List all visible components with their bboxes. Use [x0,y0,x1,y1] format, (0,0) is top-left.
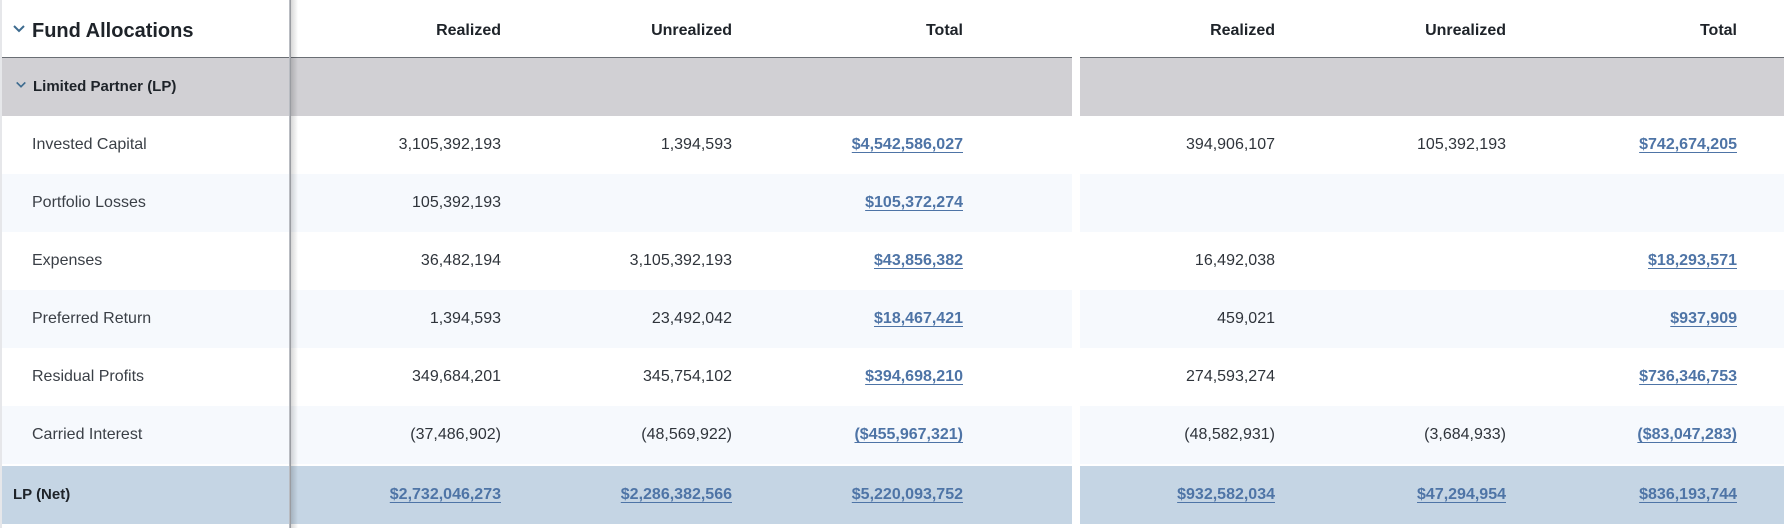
net-total-link[interactable]: $2,286,382,566 [620,486,732,503]
total-link[interactable]: ($455,967,321) [854,426,963,443]
cell-value [1295,174,1506,232]
chevron-down-icon [16,81,26,88]
table-header: Fund Allocations Realized Unrealized Tot… [0,0,1784,57]
table-row: Residual Profits 349,684,201 345,754,102… [0,348,1784,406]
cell-value: 345,754,102 [643,368,732,385]
net-total-link[interactable]: $47,294,954 [1417,486,1506,503]
col-header-total[interactable]: Total [1699,22,1737,39]
cell-value: 274,593,274 [1186,368,1275,385]
cell-value [1295,232,1506,290]
cell-value: 349,684,201 [412,368,501,385]
group-label: Limited Partner (LP) [33,78,177,95]
cell-value: 1,394,593 [429,310,501,327]
cell-value: 1,394,593 [660,136,732,153]
net-row-label: LP (Net) [13,486,71,503]
total-link[interactable]: $43,856,382 [874,252,963,269]
col-header-realized[interactable]: Realized [436,22,501,39]
table-row: Invested Capital 3,105,392,193 1,394,593… [0,116,1784,174]
table-row: Preferred Return 1,394,593 23,492,042 $1… [0,290,1784,348]
row-bg [1080,290,1784,348]
row-bg [0,290,1072,348]
net-total-row: LP (Net) $2,732,046,273 $2,286,382,566 $… [0,466,1784,524]
cell-value: 459,021 [1217,310,1275,327]
cell-value: 23,492,042 [651,310,732,327]
cell-value: 36,482,194 [420,252,501,269]
row-bg [1080,406,1784,464]
table-row: Carried Interest (37,486,902) (48,569,92… [0,406,1784,464]
cell-value: 105,392,193 [412,194,501,211]
col-header-unrealized[interactable]: Unrealized [651,22,732,39]
total-link[interactable]: ($83,047,283) [1637,426,1737,443]
col-header-total[interactable]: Total [925,22,963,39]
table-row: Portfolio Losses 105,392,193 $105,372,27… [0,174,1784,232]
net-total-link[interactable]: $836,193,744 [1639,486,1737,503]
table-title-toggle[interactable]: Fund Allocations [0,0,292,57]
cell-value: 394,906,107 [1186,136,1275,153]
total-link[interactable]: $394,698,210 [865,368,963,385]
cell-value: (3,684,933) [1424,426,1506,443]
cell-value [1295,290,1506,348]
cell-value [1064,174,1275,232]
row-label: Residual Profits [32,368,145,385]
total-link[interactable]: $18,467,421 [874,310,963,327]
row-label: Carried Interest [32,426,143,443]
cell-value: 16,492,038 [1194,252,1275,269]
cell-value: 105,392,193 [1417,136,1506,153]
row-bg [0,466,1072,524]
col-header-unrealized[interactable]: Unrealized [1425,22,1506,39]
total-link[interactable]: $4,542,586,027 [851,136,963,153]
cell-value: (48,569,922) [641,426,732,443]
frozen-column-divider[interactable] [289,0,291,528]
total-link[interactable]: $742,674,205 [1639,136,1737,153]
total-link[interactable]: $105,372,274 [865,194,963,211]
chevron-down-icon [13,25,25,33]
row-label: Preferred Return [32,310,152,327]
row-label: Portfolio Losses [32,194,146,211]
total-link[interactable]: $736,346,753 [1639,368,1737,385]
row-label: Expenses [32,252,103,269]
row-label: Invested Capital [32,136,147,153]
net-total-link[interactable]: $5,220,093,752 [851,486,963,503]
table-row: Expenses 36,482,194 3,105,392,193 $43,85… [0,232,1784,290]
group-row-bg [0,58,1072,116]
row-bg [1080,174,1784,232]
col-header-realized[interactable]: Realized [1210,22,1275,39]
cell-value: (37,486,902) [410,426,501,443]
row-bg [0,174,1072,232]
cell-value: (48,582,931) [1184,426,1275,443]
row-bg [1080,466,1784,524]
net-total-link[interactable]: $932,582,034 [1177,486,1275,503]
header-divider [1080,57,1784,58]
net-total-link[interactable]: $2,732,046,273 [389,486,501,503]
group-toggle[interactable]: Limited Partner (LP) [0,58,292,116]
cell-value: 3,105,392,193 [398,136,501,153]
group-row-bg [1080,58,1784,116]
cell-value [521,174,732,232]
table-left-edge [0,0,2,528]
header-divider [0,57,1072,58]
total-link[interactable]: $937,909 [1670,310,1737,327]
cell-value: 3,105,392,193 [629,252,732,269]
group-row: Limited Partner (LP) [0,58,1784,116]
cell-value [1295,348,1506,406]
total-link[interactable]: $18,293,571 [1648,252,1737,269]
row-bg [0,406,1072,464]
table-title: Fund Allocations [32,20,194,42]
